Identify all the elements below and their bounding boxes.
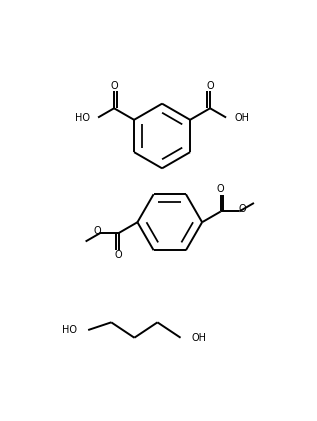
Text: HO: HO [74,112,90,123]
Text: OH: OH [235,112,249,123]
Text: O: O [217,184,225,194]
Text: O: O [238,204,246,214]
Text: OH: OH [191,333,206,343]
Text: O: O [115,250,123,260]
Text: O: O [94,226,101,236]
Text: O: O [110,81,118,91]
Text: HO: HO [62,325,77,335]
Text: O: O [206,81,214,91]
